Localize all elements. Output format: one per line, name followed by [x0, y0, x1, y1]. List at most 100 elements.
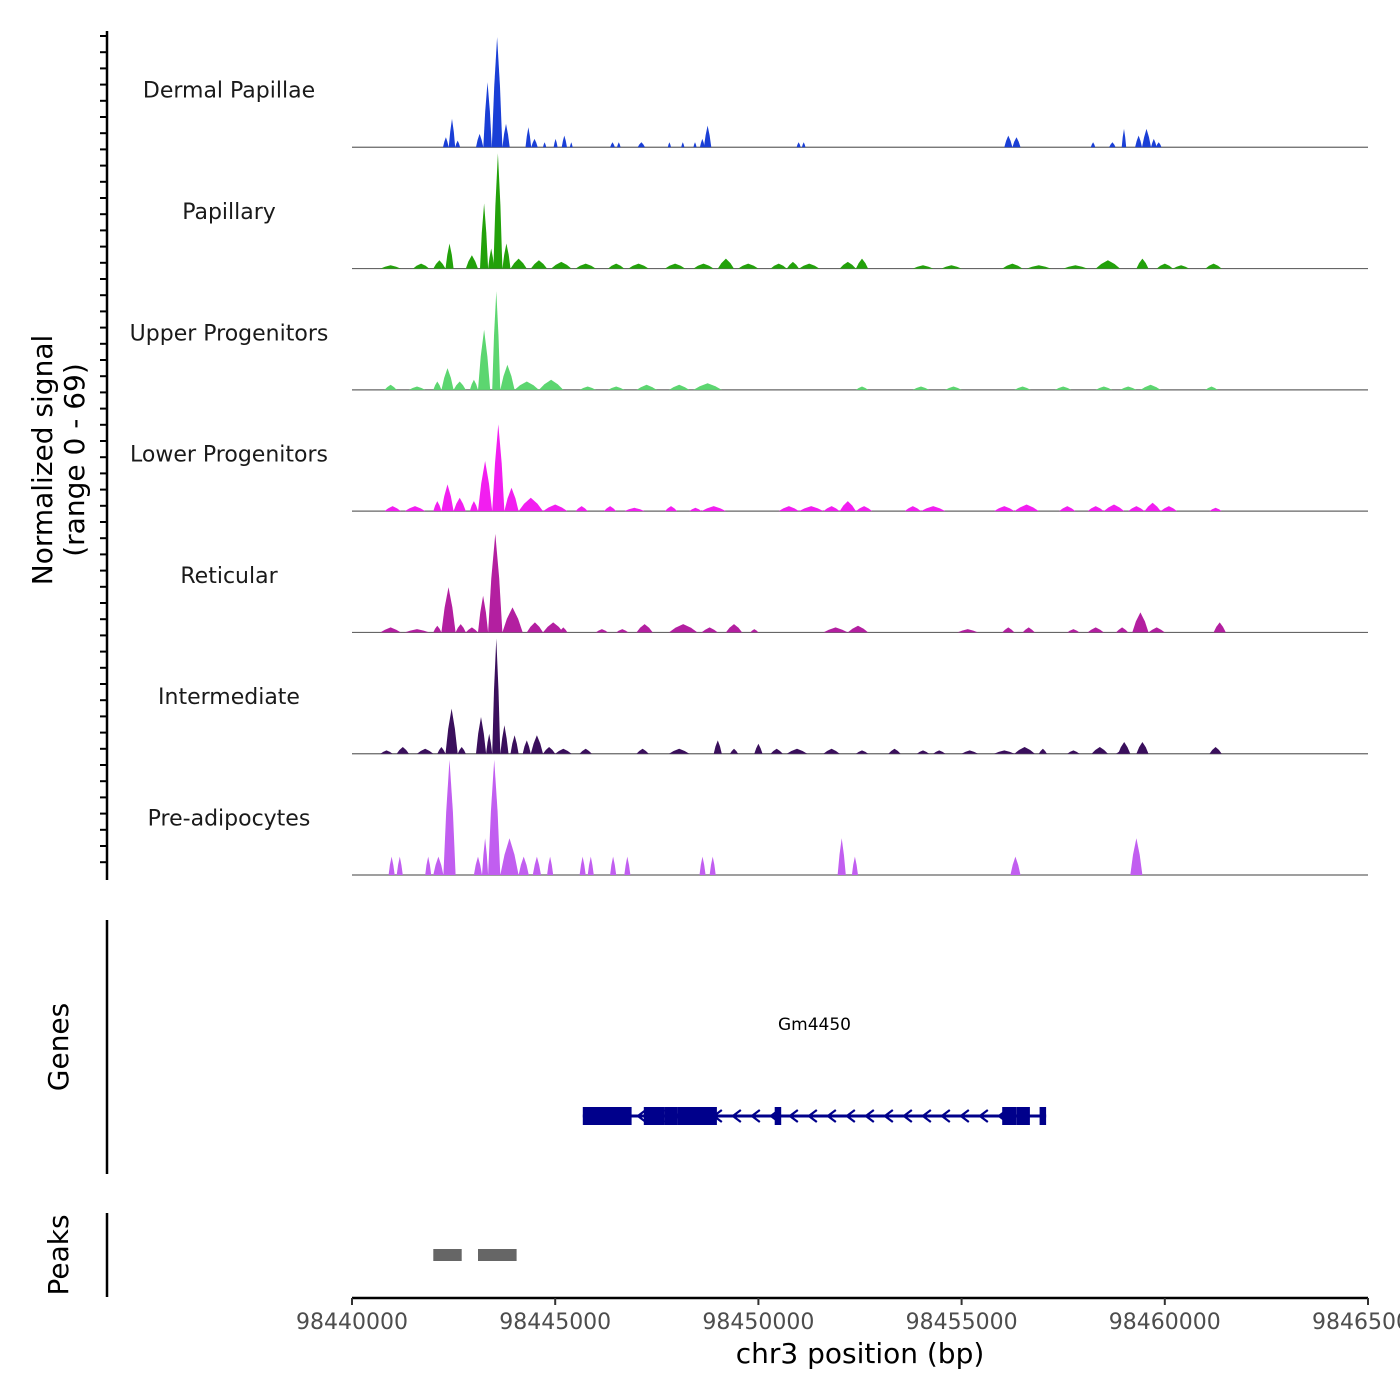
- signal-peak: [569, 142, 573, 148]
- signal-peak: [994, 506, 1015, 512]
- coverage-tracks: Dermal Papillae Papillary Upper Progenitor…: [130, 37, 1368, 876]
- signal-peak: [957, 629, 978, 633]
- signal-peak: [847, 625, 869, 633]
- signal-peak: [538, 379, 564, 390]
- signal-peak: [1135, 135, 1142, 148]
- signal-peak: [504, 487, 519, 512]
- signal-peak: [1095, 386, 1112, 390]
- signal-peak: [465, 255, 478, 269]
- signal-peak: [1130, 838, 1143, 875]
- signal-peak: [912, 265, 934, 269]
- x-axis-ticks: 98440000 98445000 98450000 98455000 98460000…: [296, 1298, 1400, 1335]
- signal-peak: [1067, 750, 1080, 754]
- signal-peak: [823, 627, 848, 633]
- signal-peak: [1087, 506, 1104, 512]
- signal-peak: [547, 856, 554, 875]
- signal-peak: [543, 504, 568, 512]
- signal-peak: [476, 717, 487, 754]
- signal-peak: [1091, 747, 1108, 754]
- gene-exon: [1039, 1107, 1047, 1125]
- gene-exon: [774, 1107, 782, 1125]
- signal-peak: [579, 386, 596, 390]
- gene-strand-arrow: [731, 1109, 742, 1123]
- signal-peak: [1121, 128, 1127, 148]
- gene-exon: [582, 1107, 632, 1125]
- signal-peak: [441, 484, 454, 512]
- signal-peak: [483, 82, 492, 148]
- signal-peak: [486, 733, 493, 754]
- signal-peak: [543, 622, 564, 633]
- signal-peak: [555, 748, 572, 754]
- signal-peak: [1132, 612, 1149, 633]
- gene-strand-arrow: [864, 1109, 875, 1123]
- signal-peak: [855, 386, 869, 390]
- signal-peak: [1120, 386, 1137, 390]
- gene-strand-arrow: [750, 1109, 761, 1123]
- signal-peak: [502, 607, 523, 633]
- signal-peak: [1059, 506, 1076, 512]
- signal-peak: [553, 138, 558, 148]
- signal-peak: [941, 265, 962, 269]
- signal-peak: [579, 856, 586, 875]
- signal-peak: [388, 856, 395, 875]
- signal-peak: [443, 137, 449, 148]
- signal-peak: [543, 142, 547, 148]
- signal-peak: [433, 260, 446, 269]
- signal-peak: [1213, 622, 1226, 633]
- signal-peak: [1136, 258, 1149, 269]
- signal-peak: [1022, 627, 1035, 633]
- signal-peak: [531, 138, 538, 148]
- signal-peak: [384, 384, 397, 390]
- gene-strand-arrow: [883, 1109, 894, 1123]
- signal-peak: [1205, 386, 1218, 390]
- genes-panel: Genes Gm4450: [42, 920, 1047, 1174]
- signal-peak: [1142, 128, 1151, 148]
- signal-peak: [1209, 507, 1222, 512]
- signal-peak: [839, 261, 856, 269]
- signal-peak: [559, 627, 568, 633]
- signal-peak: [457, 747, 466, 754]
- gene-strand-arrow: [826, 1109, 837, 1123]
- signal-peak: [488, 248, 495, 269]
- signal-peak: [664, 506, 678, 512]
- track-lower-progenitors: Lower Progenitors: [130, 424, 1368, 512]
- signal-peak: [754, 743, 763, 754]
- signal-peak: [699, 138, 705, 148]
- signal-peak: [839, 501, 856, 512]
- signal-peak: [616, 629, 629, 633]
- signal-peak: [1004, 135, 1013, 148]
- signal-peak: [575, 263, 596, 269]
- signal-peak: [1144, 502, 1161, 512]
- signal-peak: [491, 37, 503, 148]
- signal-peak: [770, 263, 787, 269]
- x-axis-title: chr3 position (bp): [736, 1337, 985, 1370]
- x-tick-label: 98445000: [499, 1310, 611, 1335]
- signal-peak: [396, 747, 409, 754]
- signal-peak: [502, 243, 511, 269]
- track-upper-progenitors: Upper Progenitors: [130, 291, 1368, 391]
- signal-peak: [912, 386, 930, 390]
- gene-strand-arrow: [788, 1109, 799, 1123]
- signal-peak: [455, 624, 466, 633]
- signal-peak: [500, 364, 515, 390]
- signal-peak: [628, 263, 649, 269]
- signal-peak: [1090, 142, 1096, 148]
- signal-peak: [1151, 138, 1157, 148]
- signal-peak: [1155, 142, 1162, 148]
- signal-peak: [482, 838, 489, 875]
- signal-peak: [1109, 142, 1116, 148]
- signal-peak: [636, 748, 649, 754]
- signal-peak: [525, 127, 532, 148]
- signal-peak: [595, 629, 608, 633]
- signal-peak: [384, 506, 401, 512]
- signal-peak: [500, 725, 509, 754]
- track-label: Dermal Papillae: [143, 79, 315, 104]
- signal-peak: [1209, 747, 1222, 754]
- gene-name-label: Gm4450: [778, 1015, 851, 1035]
- signal-peak: [1012, 137, 1021, 148]
- signal-peak: [441, 587, 456, 633]
- track-dermal-papillae: Dermal Papillae: [143, 37, 1368, 148]
- signal-peak: [1014, 747, 1035, 754]
- signal-peak: [608, 263, 625, 269]
